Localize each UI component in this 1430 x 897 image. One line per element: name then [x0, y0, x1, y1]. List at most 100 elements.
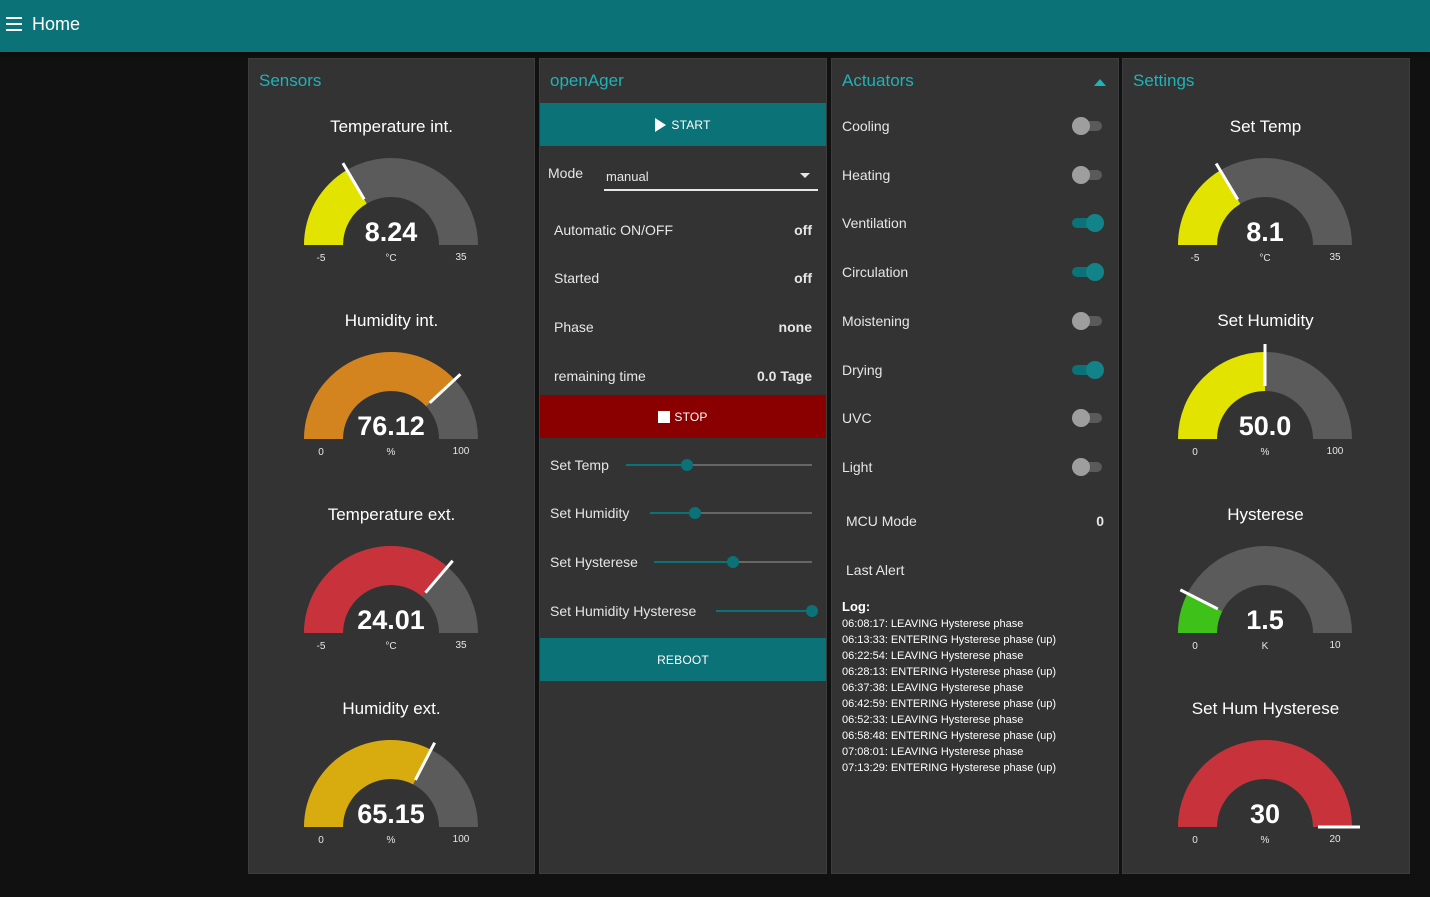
gauge-dial: 30 % 0 20: [1178, 740, 1360, 846]
gauge-min: 0: [318, 447, 324, 458]
gauge-min: 0: [1192, 835, 1198, 846]
gauge: Temperature int. 8.24 °C -5 35: [249, 59, 534, 289]
gauge-min: -5: [317, 253, 326, 264]
gauge: Hysterese 1.5 K 0 10: [1123, 447, 1408, 677]
actuator-row: Light: [832, 447, 1118, 487]
actuator-row: Drying: [832, 350, 1118, 390]
actuator-label: Circulation: [842, 264, 909, 281]
gauge-value: 1.5: [1246, 605, 1284, 635]
gauge-title: Hysterese: [1227, 505, 1304, 524]
stop-button[interactable]: STOP: [540, 395, 826, 438]
info-row: remaining time 0.0 Tage: [554, 368, 812, 384]
openager-title: openAger: [550, 71, 624, 90]
actuator-row: UVC: [832, 398, 1118, 438]
actuator-toggle[interactable]: [1072, 311, 1102, 330]
actuator-row: Ventilation: [832, 203, 1118, 243]
gauge-value: 8.1: [1246, 217, 1284, 247]
actuator-label: Heating: [842, 166, 891, 183]
gauge-fill: [304, 740, 431, 827]
actuator-row: Cooling: [832, 106, 1118, 146]
slider-rest: [733, 561, 812, 563]
stop-icon: [658, 410, 671, 423]
actuator-label: Cooling: [842, 118, 890, 134]
slider-track[interactable]: [626, 459, 812, 471]
slider: Set Temp: [540, 445, 826, 485]
actuator-toggle[interactable]: [1072, 214, 1104, 233]
sensors-panel: Sensors Temperature int. 8.24 °C -5 35 H…: [248, 58, 535, 874]
gauge-dial: 1.5 K 0 10: [1178, 546, 1352, 652]
log-line: 06:28:13: ENTERING Hysterese phase (up): [842, 666, 1056, 678]
actuator-toggle[interactable]: [1072, 165, 1102, 184]
slider-track[interactable]: [716, 605, 818, 617]
actuator-label: Drying: [842, 361, 883, 378]
log-line: 06:58:48: ENTERING Hysterese phase (up): [842, 730, 1056, 742]
actuator-row: Circulation: [832, 252, 1118, 292]
slider-track[interactable]: [650, 507, 812, 519]
actuator-toggle[interactable]: [1072, 117, 1102, 135]
actuators-panel: Actuators Cooling Heating Ventilation Ci…: [831, 58, 1119, 874]
chevron-up-icon[interactable]: [1094, 79, 1106, 86]
page-title: Home: [32, 14, 81, 34]
chevron-down-icon: [800, 173, 810, 178]
gauge-min: -5: [317, 641, 326, 652]
gauge-unit: %: [387, 447, 396, 458]
actuator-row: Heating: [832, 155, 1118, 195]
settings-title: Settings: [1133, 71, 1195, 90]
gauge-max: 100: [453, 446, 470, 457]
gauge-max: 10: [1329, 640, 1341, 651]
log-line: 07:08:01: LEAVING Hysterese phase: [842, 746, 1024, 758]
gauge-needle: [428, 373, 462, 404]
gauge-unit: K: [1262, 641, 1269, 652]
gauge-value: 30: [1250, 799, 1280, 829]
slider-handle[interactable]: [681, 459, 693, 471]
openager-panel: openAger START Mode manual Automatic ON/…: [539, 58, 827, 874]
gauge: Humidity ext. 65.15 % 0 100: [249, 641, 534, 871]
gauge-dial: 50.0 % 0 100: [1178, 344, 1352, 458]
mode-label: Mode: [548, 165, 584, 181]
gauge-fill: [304, 169, 367, 245]
log-line: 06:22:54: LEAVING Hysterese phase: [842, 650, 1024, 662]
gauge-max: 35: [455, 252, 467, 263]
actuator-row: Moistening: [832, 301, 1118, 341]
gauge-unit: %: [1261, 447, 1270, 458]
gauge-dial: 24.01 °C -5 35: [304, 546, 478, 652]
actuator-toggle[interactable]: [1072, 457, 1102, 476]
gauge-needle: [414, 741, 436, 781]
gauge-fill: [1178, 352, 1265, 439]
play-icon: [655, 117, 667, 132]
gauge: Set Hum Hysterese 30 % 0 20: [1123, 641, 1408, 871]
reboot-button[interactable]: REBOOT: [540, 638, 826, 681]
gauge-min: 0: [318, 835, 324, 846]
log-area: Log: 06:08:17: LEAVING Hysterese phase 06…: [842, 599, 1112, 776]
mcu-mode-row: MCU Mode 0: [846, 513, 1104, 529]
slider-handle[interactable]: [727, 556, 739, 568]
gauge-fill: [304, 546, 448, 633]
log-line: 07:13:29: ENTERING Hysterese phase (up): [842, 762, 1056, 774]
actuator-toggle[interactable]: [1072, 360, 1104, 379]
slider-handle[interactable]: [689, 507, 701, 519]
gauge-fill: [1178, 740, 1352, 827]
info-row: Started off: [554, 270, 812, 286]
settings-panel: Settings Set Temp 8.1 °C -5 35 Set Humid…: [1122, 58, 1410, 874]
log-line: 06:37:38: LEAVING Hysterese phase: [842, 682, 1024, 694]
slider-rest: [695, 512, 812, 514]
actuator-toggle[interactable]: [1072, 263, 1104, 282]
slider: Set Hysterese: [540, 542, 826, 582]
info-row: Automatic ON/OFF off: [554, 222, 812, 238]
gauge-title: Humidity ext.: [342, 699, 441, 718]
info-row: Phase none: [554, 319, 812, 335]
menu-icon[interactable]: [6, 17, 22, 31]
start-button[interactable]: START: [540, 103, 826, 146]
gauge-max: 35: [455, 640, 467, 651]
slider-handle[interactable]: [806, 605, 818, 617]
slider-track[interactable]: [654, 556, 812, 568]
slider: Set Humidity: [540, 493, 826, 533]
log-line: 06:08:17: LEAVING Hysterese phase: [842, 618, 1024, 630]
gauge-dial: 8.24 °C -5 35: [304, 158, 478, 264]
actuator-toggle[interactable]: [1072, 409, 1102, 428]
gauge-max: 100: [1327, 446, 1344, 457]
gauge-title: Temperature int.: [330, 117, 453, 136]
mode-select[interactable]: manual: [604, 161, 818, 191]
slider-label: Set Temp: [550, 457, 609, 473]
gauge-needle: [1214, 162, 1240, 201]
